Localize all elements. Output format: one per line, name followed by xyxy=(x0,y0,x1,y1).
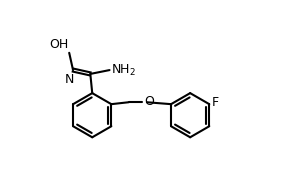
Text: NH$_2$: NH$_2$ xyxy=(112,63,136,78)
Text: N: N xyxy=(65,73,74,86)
Text: OH: OH xyxy=(49,38,68,51)
Text: F: F xyxy=(212,96,219,109)
Text: O: O xyxy=(144,95,154,108)
